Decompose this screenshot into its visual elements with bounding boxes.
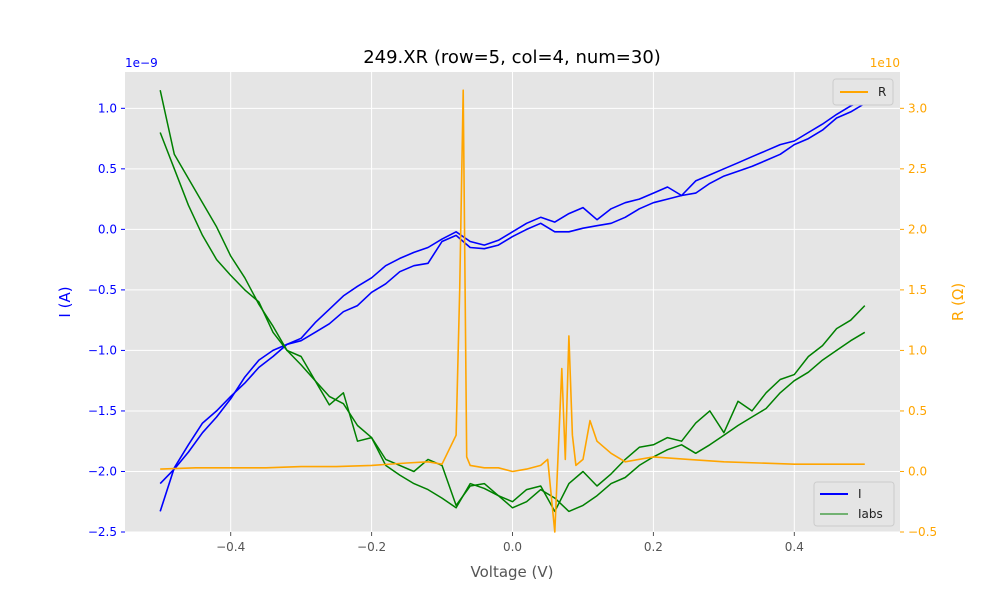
series-line-i-0 bbox=[159, 99, 866, 512]
left-y-tick-label: −1.0 bbox=[88, 343, 117, 357]
legend-label-iabs: Iabs bbox=[858, 507, 883, 521]
x-axis-ticks: −0.4 −0.2 0.0 0.2 0.4 bbox=[216, 532, 804, 554]
series-line-iabs-3 bbox=[159, 132, 866, 513]
right-y-tick-label: 0.5 bbox=[908, 404, 927, 418]
right-y-axis-label: R (Ω) bbox=[949, 283, 967, 321]
left-y-tick-label: 0.5 bbox=[98, 162, 117, 176]
left-y-tick-label: −1.5 bbox=[88, 404, 117, 418]
left-y-tick-label: −2.5 bbox=[88, 525, 117, 539]
x-tick-label: 0.4 bbox=[785, 540, 804, 554]
right-y-offset-text: 1e10 bbox=[870, 56, 900, 70]
x-tick-label: −0.2 bbox=[357, 540, 386, 554]
right-y-tick-label: 2.0 bbox=[908, 222, 927, 236]
x-tick-label: −0.4 bbox=[216, 540, 245, 554]
right-y-tick-label: 1.0 bbox=[908, 343, 927, 357]
legend-label-i: I bbox=[858, 487, 862, 501]
chart-title: 249.XR (row=5, col=4, num=30) bbox=[363, 47, 661, 68]
series-layer bbox=[159, 89, 866, 533]
right-y-tick-label: 2.5 bbox=[908, 162, 927, 176]
left-y-axis-ticks: 1.0 0.5 0.0 −0.5 −1.0 −1.5 −2.0 −2.5 bbox=[88, 101, 125, 539]
legend-label-r: R bbox=[878, 85, 886, 99]
right-y-axis-ticks: 3.0 2.5 2.0 1.5 1.0 0.5 0.0 −0.5 bbox=[900, 101, 937, 539]
legend-right: R bbox=[832, 78, 894, 106]
x-tick-label: 0.2 bbox=[644, 540, 663, 554]
right-y-tick-label: 3.0 bbox=[908, 101, 927, 115]
right-y-tick-label: −0.5 bbox=[908, 525, 937, 539]
left-y-axis-label: I (A) bbox=[56, 286, 74, 317]
series-line-iabs-2 bbox=[159, 90, 866, 513]
right-y-tick-label: 1.5 bbox=[908, 283, 927, 297]
right-y-tick-label: 0.0 bbox=[908, 464, 927, 478]
x-tick-label: 0.0 bbox=[503, 540, 522, 554]
left-y-offset-text: 1e−9 bbox=[125, 56, 158, 70]
left-y-tick-label: −2.0 bbox=[88, 464, 117, 478]
legend-left: I Iabs bbox=[813, 481, 895, 527]
series-line-i-1 bbox=[159, 102, 866, 485]
series-line-r-4 bbox=[160, 89, 865, 533]
left-y-tick-label: 0.0 bbox=[98, 222, 117, 236]
x-axis-label: Voltage (V) bbox=[471, 563, 554, 581]
left-y-tick-label: 1.0 bbox=[98, 101, 117, 115]
left-y-tick-label: −0.5 bbox=[88, 283, 117, 297]
